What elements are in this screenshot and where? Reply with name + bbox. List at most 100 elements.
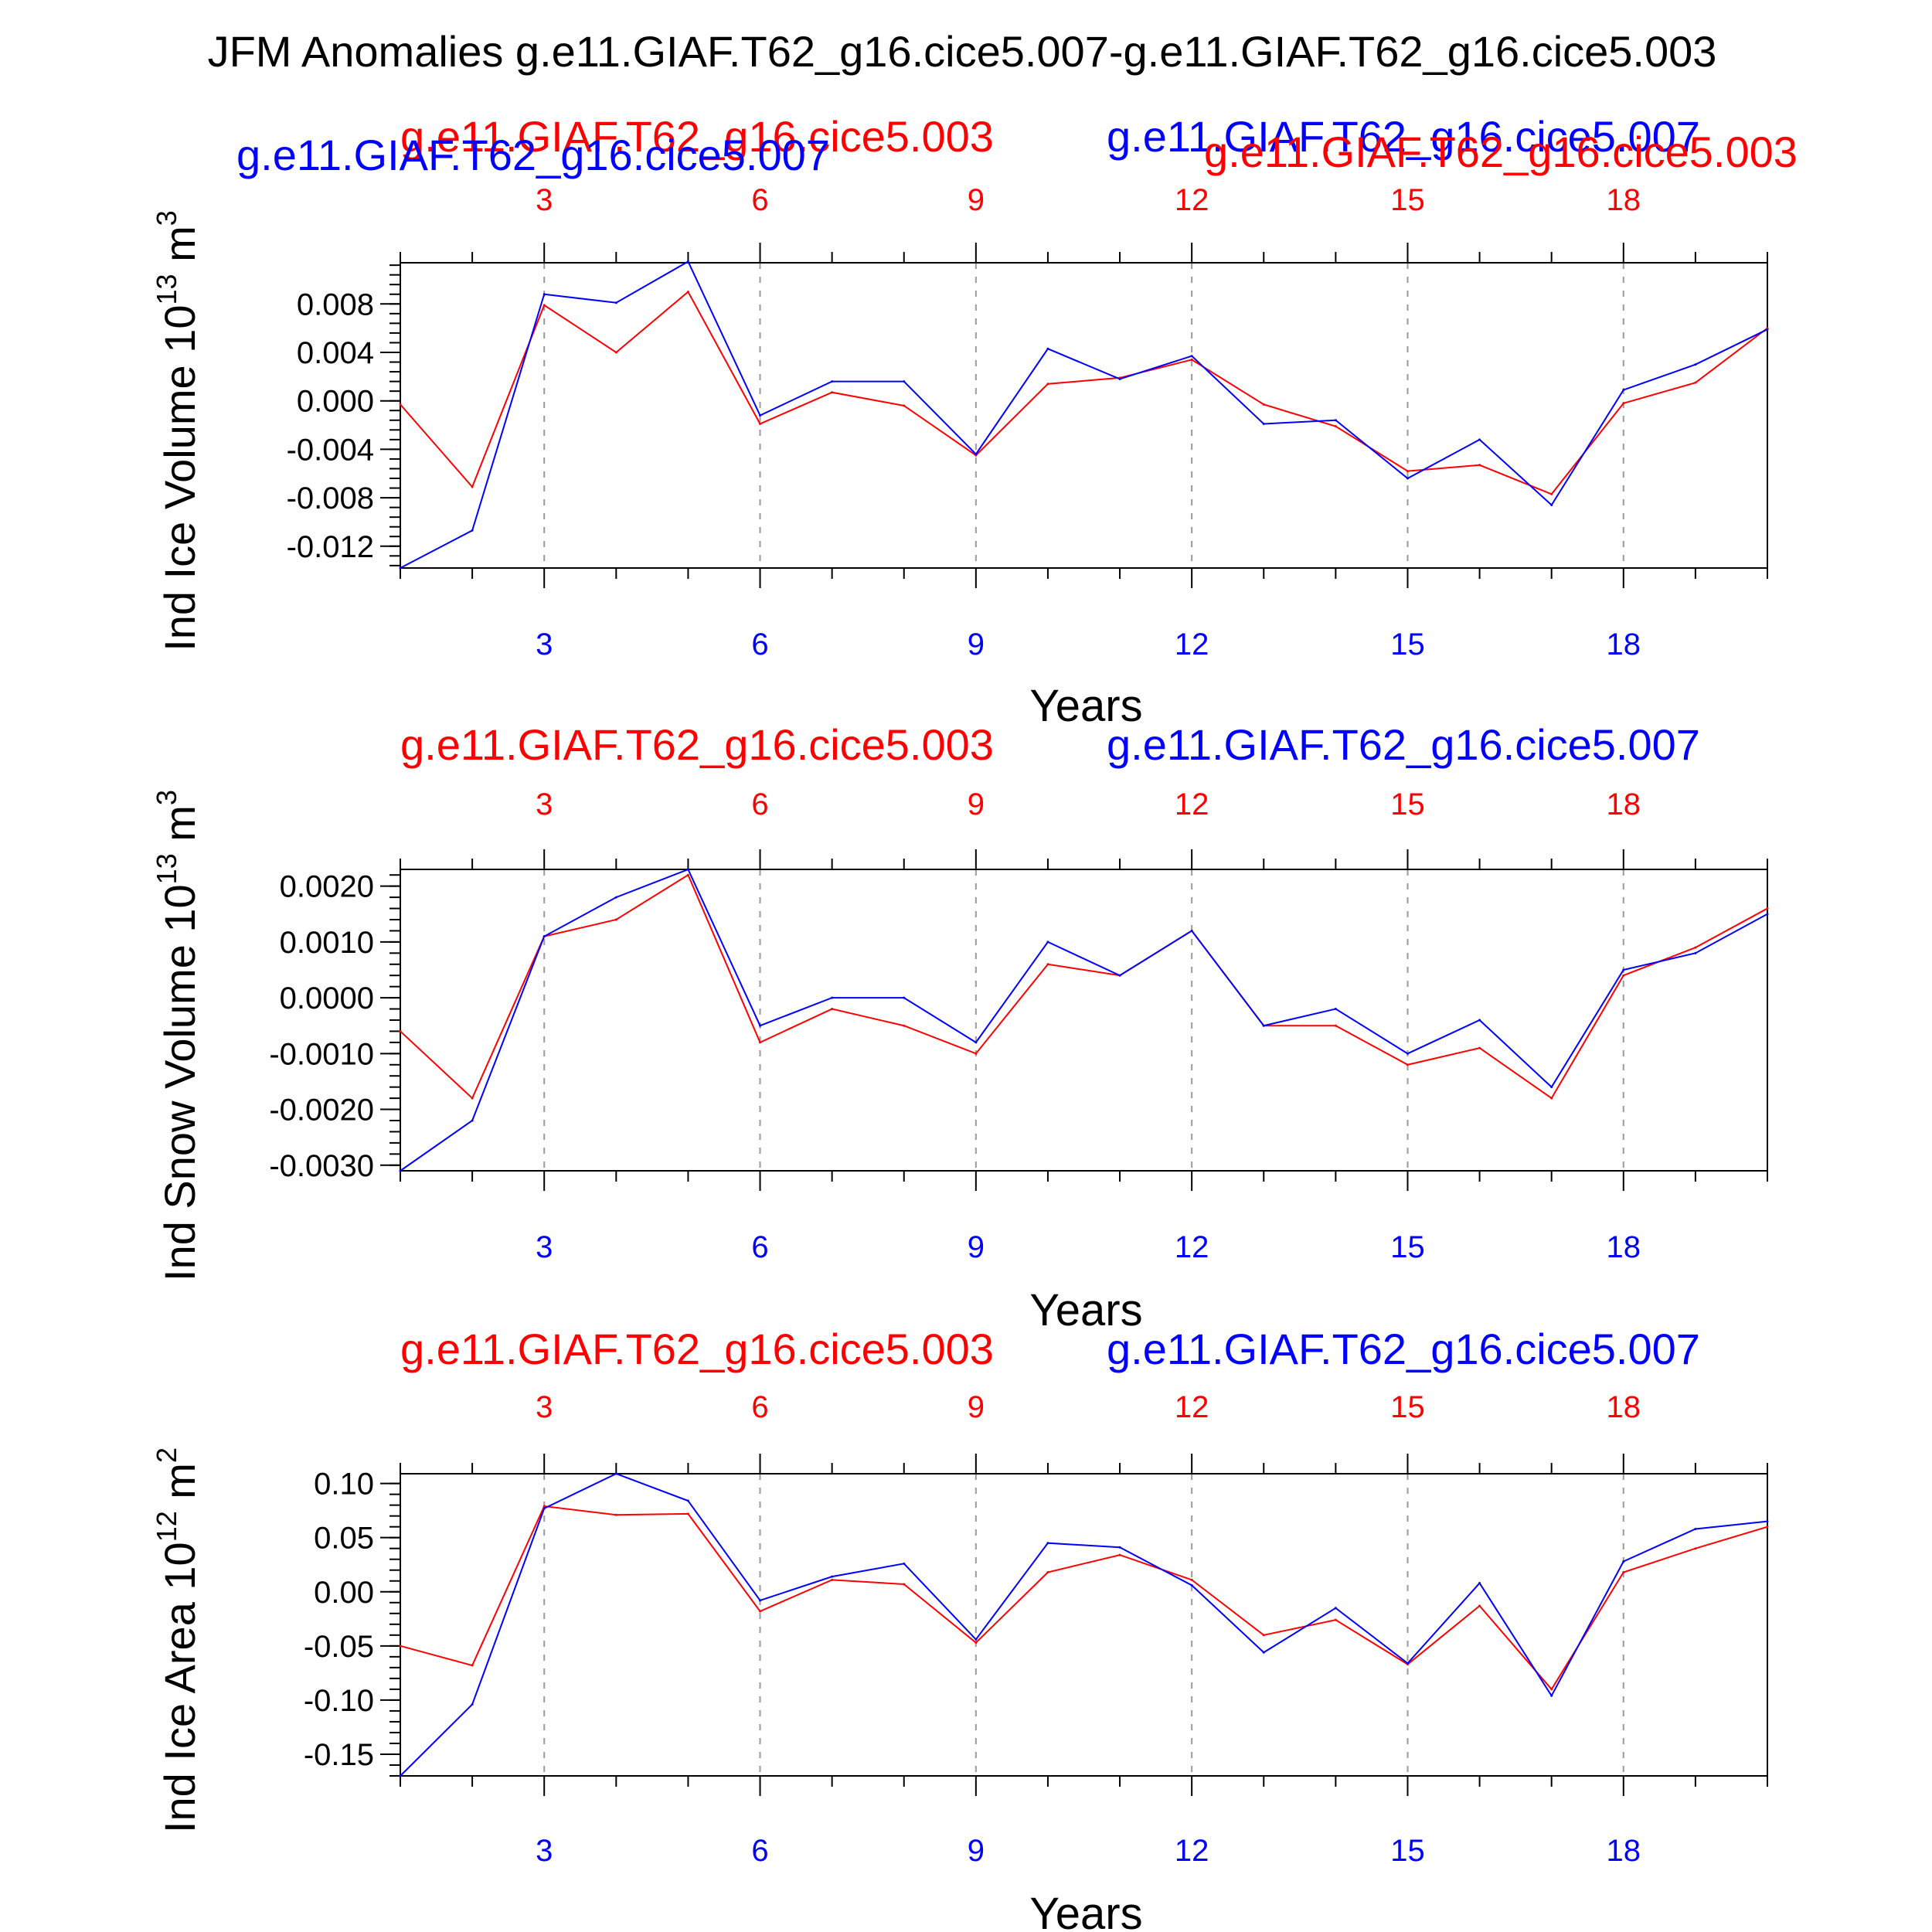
data-point [1550,492,1553,495]
figure-title: JFM Anomalies g.e11.GIAF.T62_g16.cice5.0… [208,27,1717,76]
y-axis-label-unit: m [155,226,204,274]
x-tick-label-top: 3 [536,183,553,217]
data-point [903,996,906,999]
x-tick-label-bottom: 9 [968,628,985,662]
x-tick-label-top: 18 [1607,183,1641,217]
data-point [759,1041,762,1044]
data-point [1262,1651,1265,1654]
data-point [1406,1052,1409,1055]
data-point [471,1703,474,1706]
y-tick-label: 0.000 [297,385,374,419]
y-tick-label: -0.008 [287,481,374,515]
data-point [1334,1008,1337,1011]
y-axis-label: Ind Ice Volume 1013 m3 [151,210,204,651]
data-point [1118,1546,1121,1549]
data-point [686,873,689,876]
data-point [1334,1618,1337,1621]
data-point [1334,1024,1337,1027]
data-point [1766,328,1769,331]
series-line-cice5-003 [400,1505,1768,1691]
data-point [1190,1578,1193,1581]
data-point [543,1505,546,1508]
data-point [903,1024,906,1027]
legend-blue: g.e11.GIAF.T62_g16.cice5.007 [1107,1325,1700,1373]
y-tick-label: 0.0000 [280,981,374,1015]
x-tick-label-bottom: 9 [968,1834,985,1868]
data-point [399,1029,402,1032]
y-axis-label: Ind Snow Volume 1013 m3 [151,790,204,1281]
series-line-cice5-007 [400,868,1768,1172]
y-tick-label: -0.0010 [269,1037,374,1071]
data-point [1694,381,1697,384]
data-point [831,996,834,999]
x-tick-label-top: 6 [751,1390,768,1424]
data-point [1550,1688,1553,1691]
y-tick-label: 0.0020 [280,870,374,904]
data-point [1046,963,1049,966]
data-point [975,453,978,456]
legend-blue-secondary: g.e11.GIAF.T62_g16.cice5.007 [236,131,830,179]
data-point [1406,1063,1409,1066]
data-point [1550,503,1553,506]
data-point [686,1512,689,1515]
data-point [1046,347,1049,350]
data-point [1622,974,1625,977]
x-tick-label-bottom: 3 [536,1230,553,1264]
x-tick-label-top: 3 [536,1390,553,1424]
data-point [903,1583,906,1586]
data-point [1190,1583,1193,1587]
data-point [1190,355,1193,358]
data-point [399,1645,402,1648]
data-point [543,293,546,296]
data-point [1334,1607,1337,1610]
data-point [759,414,762,417]
data-point [903,380,906,383]
series-line-cice5-007 [400,1472,1768,1777]
x-tick-label-bottom: 18 [1607,1834,1641,1868]
data-point [686,868,689,871]
y-axis-label-unit-exponent: 2 [151,1447,182,1463]
data-point [471,1664,474,1667]
data-point [399,403,402,406]
y-tick-label: -0.15 [304,1738,374,1772]
data-point [1478,1046,1481,1049]
data-point [1118,377,1121,380]
x-tick-label-top: 9 [968,1390,985,1424]
data-point [1334,425,1337,428]
legend-red: g.e11.GIAF.T62_g16.cice5.003 [400,1325,994,1373]
panels: 0.008 0.004 0.000 -0.004 -0.008 -0.012 3 3 6 6 9 9 1… [151,112,1798,1932]
x-axis-label: Years [1029,1285,1142,1335]
data-point [1406,1662,1409,1665]
data-point [1694,1547,1697,1550]
x-tick-label-bottom: 15 [1390,1834,1425,1868]
data-point [614,301,617,304]
x-axis-label: Years [1029,1889,1142,1932]
data-point [1694,363,1697,366]
data-point [471,485,474,488]
data-point [543,1507,546,1510]
y-tick-label: 0.004 [297,336,374,370]
x-tick-label-bottom: 3 [536,628,553,662]
data-point [1262,1024,1265,1027]
legend-blue: g.e11.GIAF.T62_g16.cice5.007 [1107,720,1700,769]
x-tick-label-bottom: 18 [1607,1230,1641,1264]
data-point [1694,1527,1697,1530]
y-axis-label-main: Ind Snow Volume 10 [155,884,204,1281]
data-point [1622,1571,1625,1574]
data-point [1262,422,1265,425]
x-tick-label-top: 3 [536,787,553,821]
x-tick-label-top: 9 [968,183,985,217]
data-point [1046,1542,1049,1545]
x-tick-label-top: 15 [1390,1390,1425,1424]
x-tick-label-top: 9 [968,787,985,821]
data-point [614,918,617,921]
y-tick-label: -0.012 [287,530,374,564]
data-point [686,291,689,294]
x-tick-label-bottom: 9 [968,1230,985,1264]
data-point [831,380,834,383]
data-point [543,935,546,938]
x-tick-label-bottom: 18 [1607,628,1641,662]
data-point [1118,974,1121,977]
data-point [1406,470,1409,473]
y-axis-label-main: Ind Ice Volume 10 [155,304,204,651]
